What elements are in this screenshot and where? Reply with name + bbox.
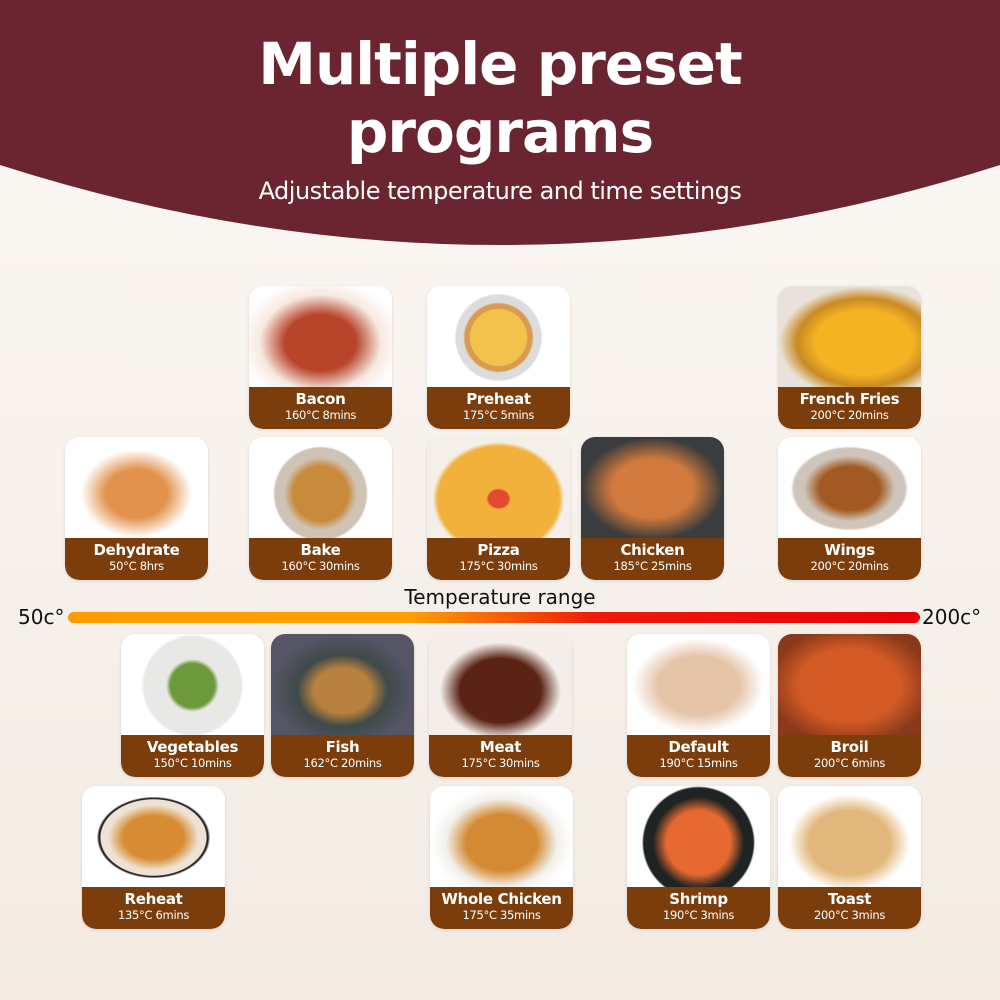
program-name: Wings — [824, 541, 875, 559]
chicken-image — [581, 437, 724, 540]
program-card-french-fries: French Fries 200°C 20mins — [778, 286, 921, 429]
program-setting: 200°C 20mins — [810, 408, 889, 422]
header-banner — [0, 0, 1000, 245]
program-name: Dehydrate — [93, 541, 180, 559]
ribs-image — [429, 634, 572, 737]
program-name: Preheat — [466, 390, 531, 408]
program-card-wings: Wings 200°C 20mins — [778, 437, 921, 580]
roast-chicken-image — [430, 786, 573, 889]
program-label-band: French Fries 200°C 20mins — [778, 387, 921, 429]
pizza-image — [427, 437, 570, 540]
program-label-band: Shrimp 190°C 3mins — [627, 887, 770, 929]
header-banner-shape — [0, 0, 1000, 245]
program-setting: 160°C 30mins — [281, 559, 360, 573]
program-name: French Fries — [799, 390, 900, 408]
range-max-label: 200c° — [922, 605, 982, 629]
title-line-2: programs — [346, 98, 654, 166]
fries-image — [778, 286, 921, 389]
program-setting: 200°C 20mins — [810, 559, 889, 573]
program-name: Bacon — [295, 390, 346, 408]
program-name: Bake — [300, 541, 341, 559]
program-card-bake: Bake 160°C 30mins — [249, 437, 392, 580]
shrimp-pile-image — [778, 634, 921, 737]
program-name: Toast — [827, 890, 872, 908]
title-line-1: Multiple preset — [258, 30, 742, 98]
program-setting: 175°C 5mins — [462, 408, 535, 422]
temperature-range-label: Temperature range — [404, 585, 596, 609]
program-card-preheat: Preheat 175°C 5mins — [427, 286, 570, 429]
program-label-band: Preheat 175°C 5mins — [427, 387, 570, 429]
fish-image — [271, 634, 414, 737]
tart-image — [427, 286, 570, 389]
page-title: Multiple preset programs — [0, 30, 1000, 166]
croissant-image — [82, 786, 225, 889]
program-setting: 175°C 35mins — [462, 908, 541, 922]
program-name: Meat — [479, 738, 522, 756]
program-setting: 135°C 6mins — [117, 908, 190, 922]
program-label-band: Fish 162°C 20mins — [271, 735, 414, 777]
shrimp-plate-image — [627, 786, 770, 889]
jerky-image — [65, 437, 208, 540]
program-name: Vegetables — [146, 738, 239, 756]
program-label-band: Default 190°C 15mins — [627, 735, 770, 777]
program-card-vegetables: Vegetables 150°C 10mins — [121, 634, 264, 777]
program-card-dehydrate: Dehydrate 50°C 8hrs — [65, 437, 208, 580]
program-card-pizza: Pizza 175°C 30mins — [427, 437, 570, 580]
bacon-image — [249, 286, 392, 389]
program-setting: 190°C 3mins — [662, 908, 735, 922]
program-setting: 175°C 30mins — [459, 559, 538, 573]
program-setting: 160°C 8mins — [284, 408, 357, 422]
program-card-reheat: Reheat 135°C 6mins — [82, 786, 225, 929]
drumsticks-image — [778, 437, 921, 540]
program-label-band: Toast 200°C 3mins — [778, 887, 921, 929]
subtitle: Adjustable temperature and time settings — [258, 177, 742, 205]
program-name: Default — [668, 738, 729, 756]
program-name: Shrimp — [669, 890, 728, 908]
program-card-broil: Broil 200°C 6mins — [778, 634, 921, 777]
program-label-band: Broil 200°C 6mins — [778, 735, 921, 777]
range-min-label: 50c° — [18, 605, 65, 629]
program-setting: 175°C 30mins — [461, 756, 540, 770]
program-setting: 200°C 6mins — [813, 756, 886, 770]
program-card-chicken: Chicken 185°C 25mins — [581, 437, 724, 580]
asparagus-image — [121, 634, 264, 737]
program-name: Broil — [830, 738, 869, 756]
program-label-band: Meat 175°C 30mins — [429, 735, 572, 777]
program-label-band: Reheat 135°C 6mins — [82, 887, 225, 929]
program-name: Fish — [325, 738, 360, 756]
program-label-band: Bacon 160°C 8mins — [249, 387, 392, 429]
program-card-bacon: Bacon 160°C 8mins — [249, 286, 392, 429]
program-setting: 162°C 20mins — [303, 756, 382, 770]
program-setting: 185°C 25mins — [613, 559, 692, 573]
program-name: Chicken — [620, 541, 685, 559]
toast-image — [778, 786, 921, 889]
program-card-fish: Fish 162°C 20mins — [271, 634, 414, 777]
program-label-band: Pizza 175°C 30mins — [427, 538, 570, 580]
muffins-image — [249, 437, 392, 540]
program-setting: 150°C 10mins — [153, 756, 232, 770]
program-label-band: Vegetables 150°C 10mins — [121, 735, 264, 777]
program-setting: 190°C 15mins — [659, 756, 738, 770]
program-name: Pizza — [477, 541, 520, 559]
program-card-whole-chicken: Whole Chicken 175°C 35mins — [430, 786, 573, 929]
program-label-band: Dehydrate 50°C 8hrs — [65, 538, 208, 580]
program-card-default: Default 190°C 15mins — [627, 634, 770, 777]
program-setting: 50°C 8hrs — [109, 559, 164, 573]
temperature-range-bar — [68, 612, 920, 623]
program-card-toast: Toast 200°C 3mins — [778, 786, 921, 929]
program-label-band: Bake 160°C 30mins — [249, 538, 392, 580]
program-card-meat: Meat 175°C 30mins — [429, 634, 572, 777]
program-card-shrimp: Shrimp 190°C 3mins — [627, 786, 770, 929]
program-setting: 200°C 3mins — [813, 908, 886, 922]
program-name: Whole Chicken — [441, 890, 562, 908]
program-label-band: Chicken 185°C 25mins — [581, 538, 724, 580]
chicken-wings-image — [627, 634, 770, 737]
program-name: Reheat — [124, 890, 183, 908]
program-label-band: Wings 200°C 20mins — [778, 538, 921, 580]
program-label-band: Whole Chicken 175°C 35mins — [430, 887, 573, 929]
